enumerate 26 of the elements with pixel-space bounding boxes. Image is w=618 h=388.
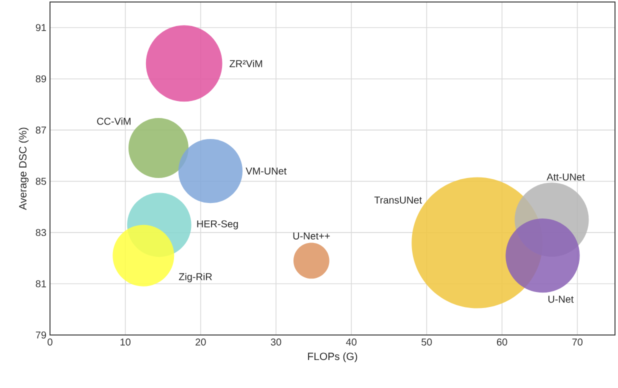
x-tick-label: 40 <box>346 338 356 346</box>
y-tick-label: 81 <box>36 280 46 288</box>
x-axis-title: FLOPs (G) <box>308 352 358 362</box>
series-label: U-Net <box>548 296 574 303</box>
x-tick-label: 50 <box>422 338 432 346</box>
y-tick-label: 79 <box>36 331 46 339</box>
x-tick-label: 0 <box>48 338 52 346</box>
x-tick-label: 60 <box>496 338 508 346</box>
y-tick-label: 87 <box>36 126 46 134</box>
x-tick-label: 10 <box>120 338 130 346</box>
series-label: Att-UNet <box>546 174 585 181</box>
x-tick-label: 70 <box>572 338 582 346</box>
y-tick-label: 89 <box>36 75 46 82</box>
y-tick-label: 85 <box>36 178 46 185</box>
x-tick-label: 30 <box>270 338 282 346</box>
series-label: HER-Seg <box>197 220 238 230</box>
text: TransUNet <box>374 196 422 204</box>
series-label: U-Net++ <box>293 232 330 240</box>
y-tick-label: 83 <box>36 229 46 236</box>
x-tick-label: 20 <box>196 338 206 346</box>
y-axis-title: Average DSC (%) <box>18 128 29 210</box>
series-label: ZR²ViM <box>230 60 262 68</box>
series-label: Zig-RiR <box>178 272 212 282</box>
y-tick-label: 91 <box>36 24 46 32</box>
series-label: CC-ViM <box>97 117 130 125</box>
series-label: VM-UNet <box>246 168 287 175</box>
